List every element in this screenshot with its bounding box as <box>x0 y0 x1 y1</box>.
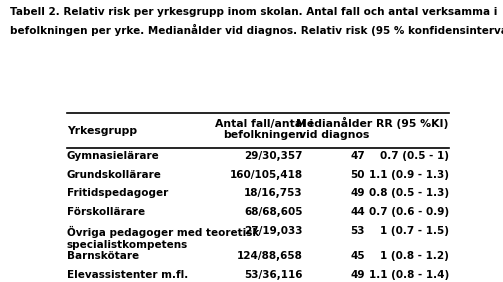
Text: 27/19,033: 27/19,033 <box>244 226 303 236</box>
Text: 124/88,658: 124/88,658 <box>237 251 303 261</box>
Text: 0.7 (0.5 - 1): 0.7 (0.5 - 1) <box>380 151 449 161</box>
Text: 1 (0.7 - 1.5): 1 (0.7 - 1.5) <box>380 226 449 236</box>
Text: RR (95 %KI): RR (95 %KI) <box>376 118 449 129</box>
Text: 68/68,605: 68/68,605 <box>244 207 303 217</box>
Text: Förskollärare: Förskollärare <box>67 207 145 217</box>
Text: Medianålder
vid diagnos: Medianålder vid diagnos <box>296 118 372 140</box>
Text: 18/16,753: 18/16,753 <box>244 188 303 199</box>
Text: Tabell 2. Relativ risk per yrkesgrupp inom skolan. Antal fall och antal verksamm: Tabell 2. Relativ risk per yrkesgrupp in… <box>10 7 497 17</box>
Text: 29/30,357: 29/30,357 <box>244 151 303 161</box>
Text: Övriga pedagoger med teoretisk
specialistkompetens: Övriga pedagoger med teoretisk specialis… <box>67 226 259 250</box>
Text: 44: 44 <box>350 207 365 217</box>
Text: 53: 53 <box>351 226 365 236</box>
Text: Grundskollärare: Grundskollärare <box>67 169 161 180</box>
Text: 160/105,418: 160/105,418 <box>229 169 303 180</box>
Text: Fritidspedagoger: Fritidspedagoger <box>67 188 168 199</box>
Text: 53/36,116: 53/36,116 <box>244 270 303 280</box>
Text: 49: 49 <box>351 188 365 199</box>
Text: 47: 47 <box>350 151 365 161</box>
Text: 1.1 (0.8 - 1.4): 1.1 (0.8 - 1.4) <box>369 270 449 280</box>
Text: befolkningen per yrke. Medianålder vid diagnos. Relativ risk (95 % konfidensinte: befolkningen per yrke. Medianålder vid d… <box>10 24 503 36</box>
Text: 49: 49 <box>351 270 365 280</box>
Text: Antal fall/antal i
befolkningen: Antal fall/antal i befolkningen <box>215 118 313 140</box>
Text: 45: 45 <box>351 251 365 261</box>
Text: Elevassistenter m.fl.: Elevassistenter m.fl. <box>67 270 188 280</box>
Text: Barnskötare: Barnskötare <box>67 251 139 261</box>
Text: 50: 50 <box>351 169 365 180</box>
Text: Gymnasielärare: Gymnasielärare <box>67 151 159 161</box>
Text: 1.1 (0.9 - 1.3): 1.1 (0.9 - 1.3) <box>369 169 449 180</box>
Text: 1 (0.8 - 1.2): 1 (0.8 - 1.2) <box>380 251 449 261</box>
Text: Yrkesgrupp: Yrkesgrupp <box>67 126 137 136</box>
Text: 0.8 (0.5 - 1.3): 0.8 (0.5 - 1.3) <box>369 188 449 199</box>
Text: 0.7 (0.6 - 0.9): 0.7 (0.6 - 0.9) <box>369 207 449 217</box>
